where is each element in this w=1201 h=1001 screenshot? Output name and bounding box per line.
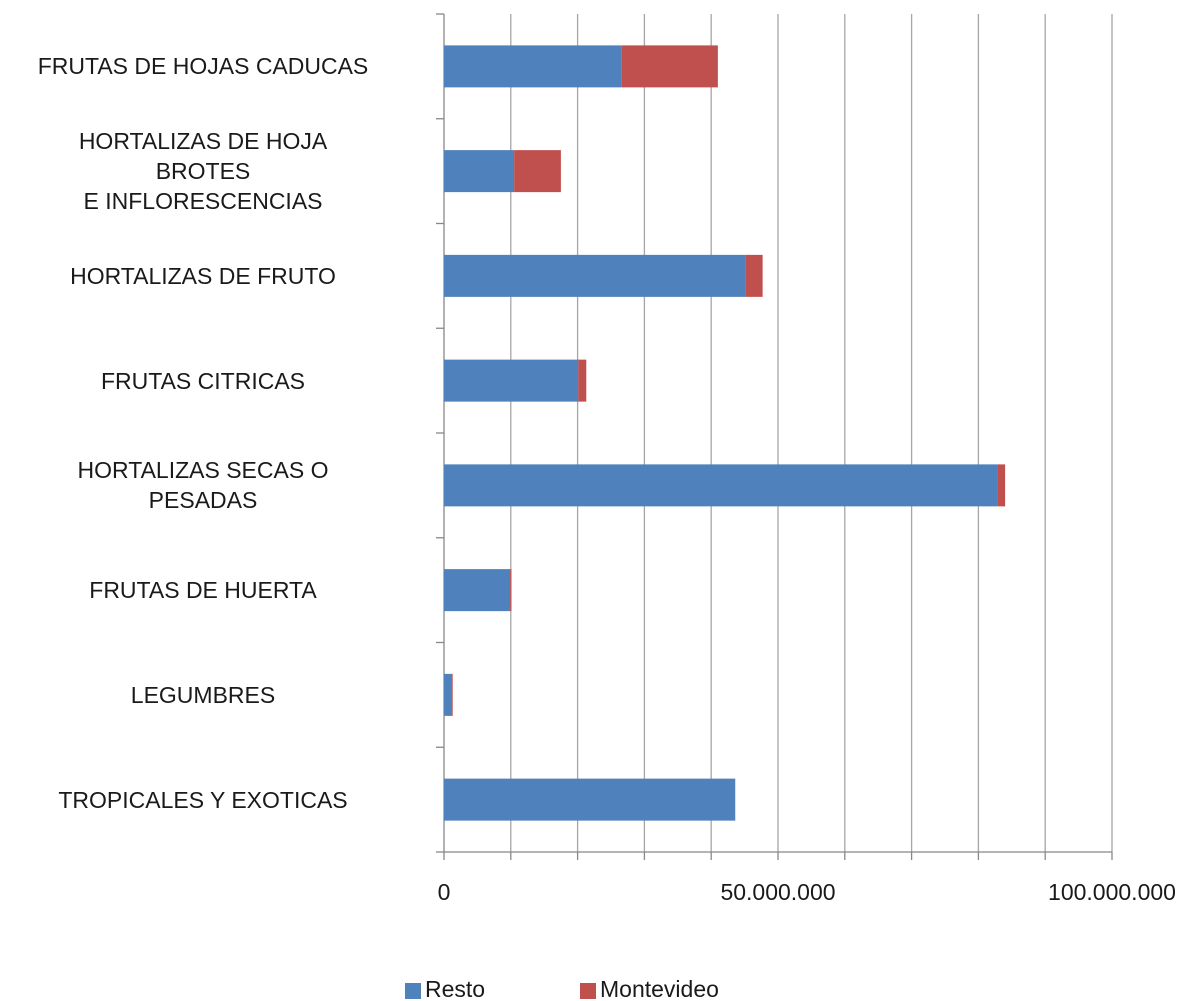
legend-label: Montevideo xyxy=(600,976,719,1001)
bar xyxy=(444,673,453,716)
x-tick-label: 100.000.000 xyxy=(1048,879,1176,905)
legend-swatch xyxy=(405,983,421,999)
y-tick-label: FRUTAS DE HUERTA xyxy=(89,577,317,604)
bar xyxy=(444,150,515,193)
bar xyxy=(444,254,746,297)
bar xyxy=(444,778,736,821)
bar xyxy=(444,464,998,507)
bar xyxy=(510,569,512,612)
x-tick-label: 50.000.000 xyxy=(720,879,835,905)
bar xyxy=(444,45,622,88)
y-tick-label: HORTALIZAS DE FRUTO xyxy=(70,262,336,289)
legend-swatch xyxy=(580,983,596,999)
y-tick-label: FRUTAS DE HOJAS CADUCAS xyxy=(37,53,369,80)
bar xyxy=(514,150,561,193)
bar xyxy=(745,254,763,297)
y-tick-label: LEGUMBRES xyxy=(130,681,276,708)
y-tick-label: HORTALIZAS SECAS O PESADAS xyxy=(77,457,329,514)
bar xyxy=(444,359,579,402)
y-tick-label: TROPICALES Y EXOTICAS xyxy=(58,786,348,813)
legend-label: Resto xyxy=(425,976,485,1001)
bar xyxy=(997,464,1006,507)
y-tick-label: HORTALIZAS DE HOJA BROTES E INFLORESCENC… xyxy=(78,128,328,215)
y-tick-label: FRUTAS CITRICAS xyxy=(100,367,306,394)
x-tick-label: 0 xyxy=(438,879,451,905)
bar xyxy=(452,673,453,716)
bar xyxy=(444,569,511,612)
bar xyxy=(621,45,718,88)
bar xyxy=(578,359,587,402)
